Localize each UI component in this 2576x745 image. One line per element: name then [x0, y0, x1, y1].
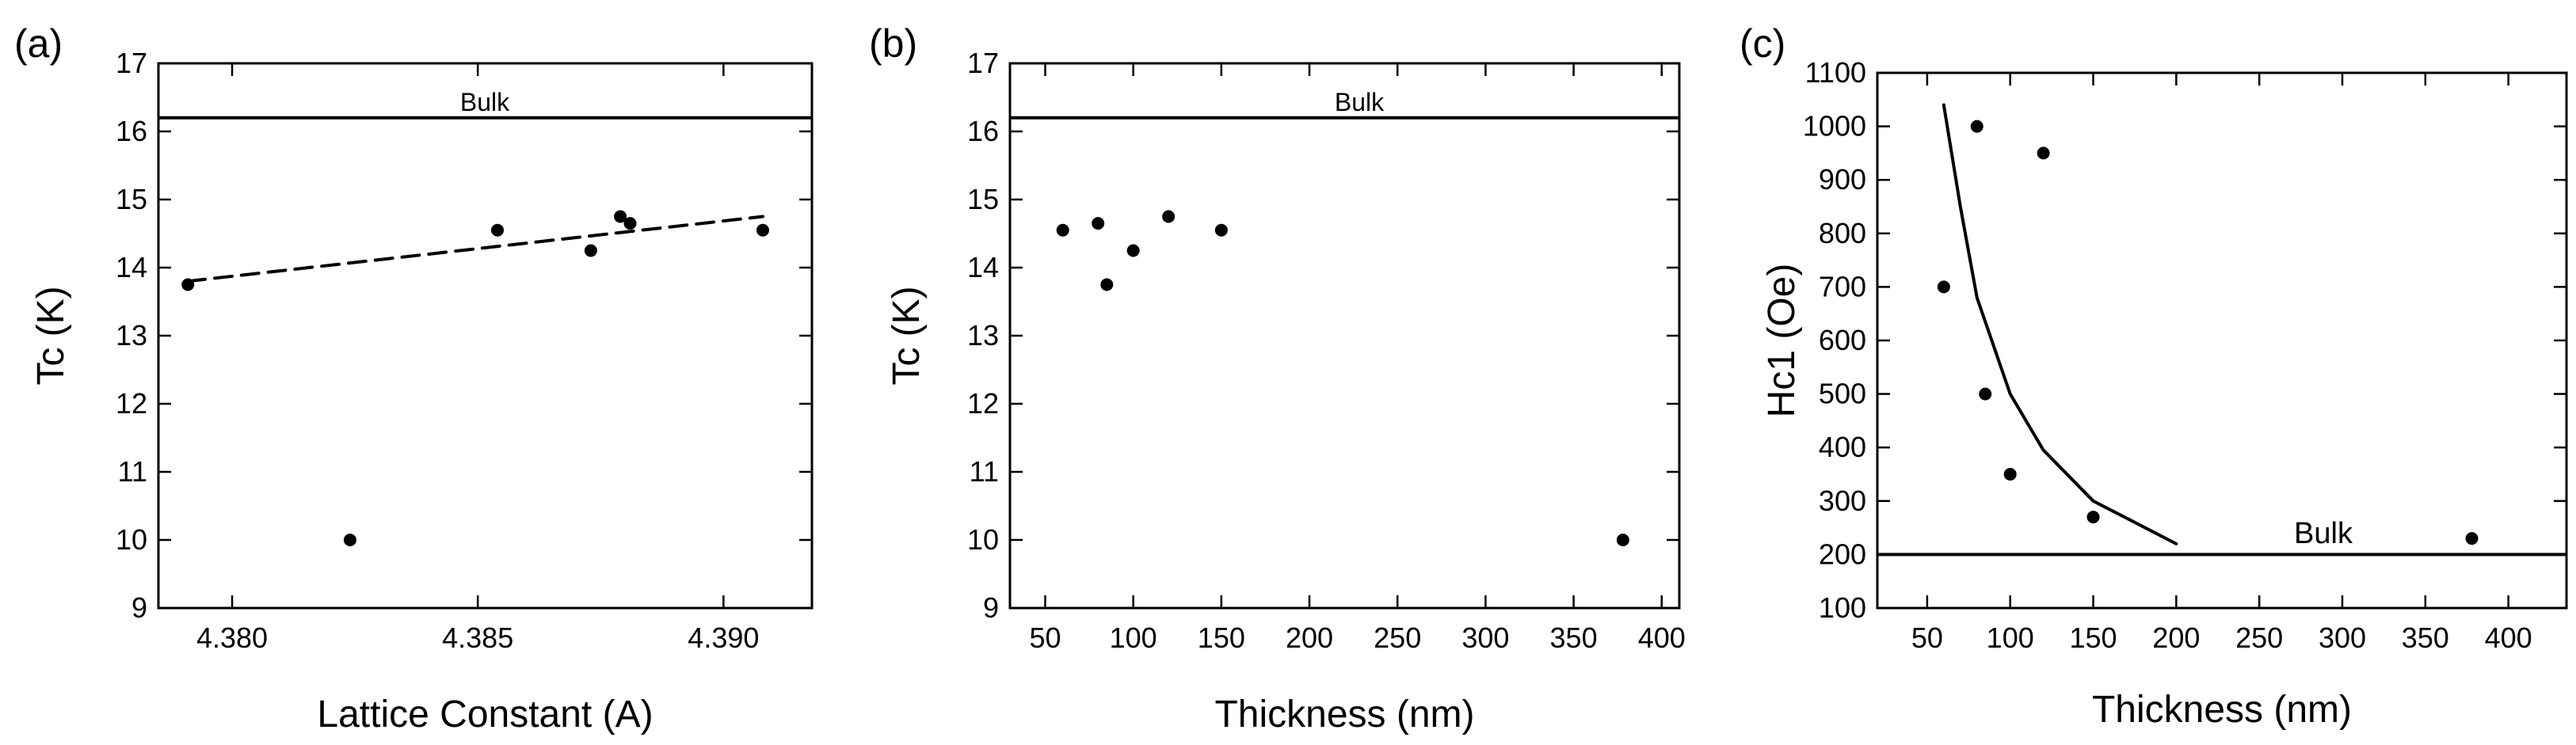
x-tick-label: 250	[2235, 621, 2283, 654]
x-tick-label: 50	[1911, 621, 1943, 654]
y-tick-label: 16	[967, 115, 999, 147]
data-point	[2086, 511, 2100, 524]
data-point	[1056, 223, 1069, 237]
y-tick-label: 10	[116, 523, 147, 556]
data-point	[1214, 223, 1228, 237]
x-tick-label: 400	[1638, 621, 1686, 654]
data-point	[1970, 120, 1983, 133]
x-tick-label: 350	[1550, 621, 1598, 654]
x-tick-label: 300	[2319, 621, 2366, 654]
y-tick-label: 13	[116, 319, 147, 352]
x-tick-label: 4.390	[688, 621, 759, 654]
panel-label: (a)	[14, 21, 63, 66]
data-point	[756, 223, 769, 237]
y-tick-label: 800	[1819, 217, 1866, 249]
data-point	[343, 534, 356, 546]
data-point	[1616, 534, 1629, 546]
y-tick-label: 14	[967, 251, 999, 283]
y-tick-label: 9	[131, 591, 147, 624]
data-point	[1126, 244, 1140, 257]
x-tick-label: 150	[1198, 621, 1245, 654]
y-tick-label: 17	[116, 47, 147, 79]
y-tick-label: 9	[983, 591, 999, 624]
y-axis-title: Tc (K)	[886, 286, 928, 385]
bulk-label: Bulk	[460, 88, 510, 116]
data-point	[1092, 217, 1105, 230]
y-tick-label: 1100	[1805, 56, 1866, 89]
x-tick-label: 100	[1110, 621, 1157, 654]
bulk-label: Bulk	[2294, 517, 2353, 550]
x-tick-label: 350	[2402, 621, 2449, 654]
y-axis-title: Tc (K)	[30, 286, 72, 385]
panel-b: (b) 9 10 11 12 13 14 15 16 17 50 100 150 200 250 300 350…	[869, 21, 1686, 735]
y-tick-label: 12	[116, 387, 147, 420]
y-tick-label: 11	[970, 455, 999, 488]
y-tick-label: 700	[1819, 270, 1866, 302]
data-point	[2465, 532, 2479, 545]
data-point	[1979, 387, 1992, 401]
panel-a: (a) 9 10 11 12 13 14 15 16 17 4.380 4.385 4.390 Latti…	[14, 21, 814, 735]
plot-frame	[1876, 71, 2568, 610]
fit-curve	[1942, 103, 2178, 545]
y-axis-title: Hc1 (Oe)	[1761, 264, 1803, 418]
y-tick-label: 17	[967, 47, 999, 79]
x-tick-label: 400	[2485, 621, 2532, 654]
data-point	[1162, 210, 1176, 223]
data-point	[1100, 278, 1114, 291]
trend-line-dashed	[186, 215, 764, 283]
plot-frame	[157, 62, 814, 610]
x-axis-title: Thickness (nm)	[1214, 694, 1474, 735]
x-tick-label: 4.380	[196, 621, 268, 654]
x-tick-label: 4.385	[442, 621, 513, 654]
y-tick-label: 13	[967, 319, 999, 352]
bulk-label: Bulk	[1335, 88, 1385, 116]
y-tick-label: 12	[967, 387, 999, 420]
x-tick-label: 50	[1029, 621, 1061, 654]
x-tick-label: 200	[1286, 621, 1333, 654]
data-point	[2003, 468, 2017, 481]
y-tick-label: 600	[1819, 324, 1866, 356]
y-tick-label: 1000	[1803, 110, 1866, 143]
x-tick-label: 250	[1374, 621, 1421, 654]
y-tick-label: 500	[1819, 378, 1866, 410]
y-tick-label: 16	[116, 115, 147, 147]
data-point	[491, 223, 505, 237]
y-tick-label: 200	[1819, 538, 1866, 570]
y-tick-label: 300	[1819, 485, 1866, 517]
y-tick-label: 14	[116, 251, 147, 283]
data-point	[614, 210, 627, 223]
y-tick-label: 400	[1819, 431, 1866, 463]
y-tick-label: 15	[116, 183, 147, 215]
x-tick-label: 200	[2152, 621, 2200, 654]
y-tick-label: 900	[1819, 163, 1866, 196]
data-point	[584, 244, 597, 257]
panel-label: (c)	[1740, 21, 1785, 66]
x-axis-title: Lattice Constant (A)	[317, 694, 653, 735]
y-tick-label: 15	[967, 183, 999, 215]
data-point	[2037, 146, 2050, 160]
y-tick-label: 10	[967, 523, 999, 556]
x-tick-label: 300	[1461, 621, 1509, 654]
data-point	[623, 217, 637, 230]
plot-frame	[1008, 62, 1681, 610]
x-axis-title: Thickness (nm)	[2092, 689, 2352, 731]
y-tick-label: 100	[1819, 591, 1866, 624]
y-tick-label: 11	[118, 455, 147, 488]
x-tick-label: 100	[1987, 621, 2034, 654]
x-tick-label: 150	[2069, 621, 2117, 654]
panel-label: (b)	[869, 21, 917, 66]
data-point	[1937, 280, 1950, 294]
panel-c: (c) 100 200 300 400 500 600 700 800 900 1000 1100 50…	[1740, 21, 2568, 731]
